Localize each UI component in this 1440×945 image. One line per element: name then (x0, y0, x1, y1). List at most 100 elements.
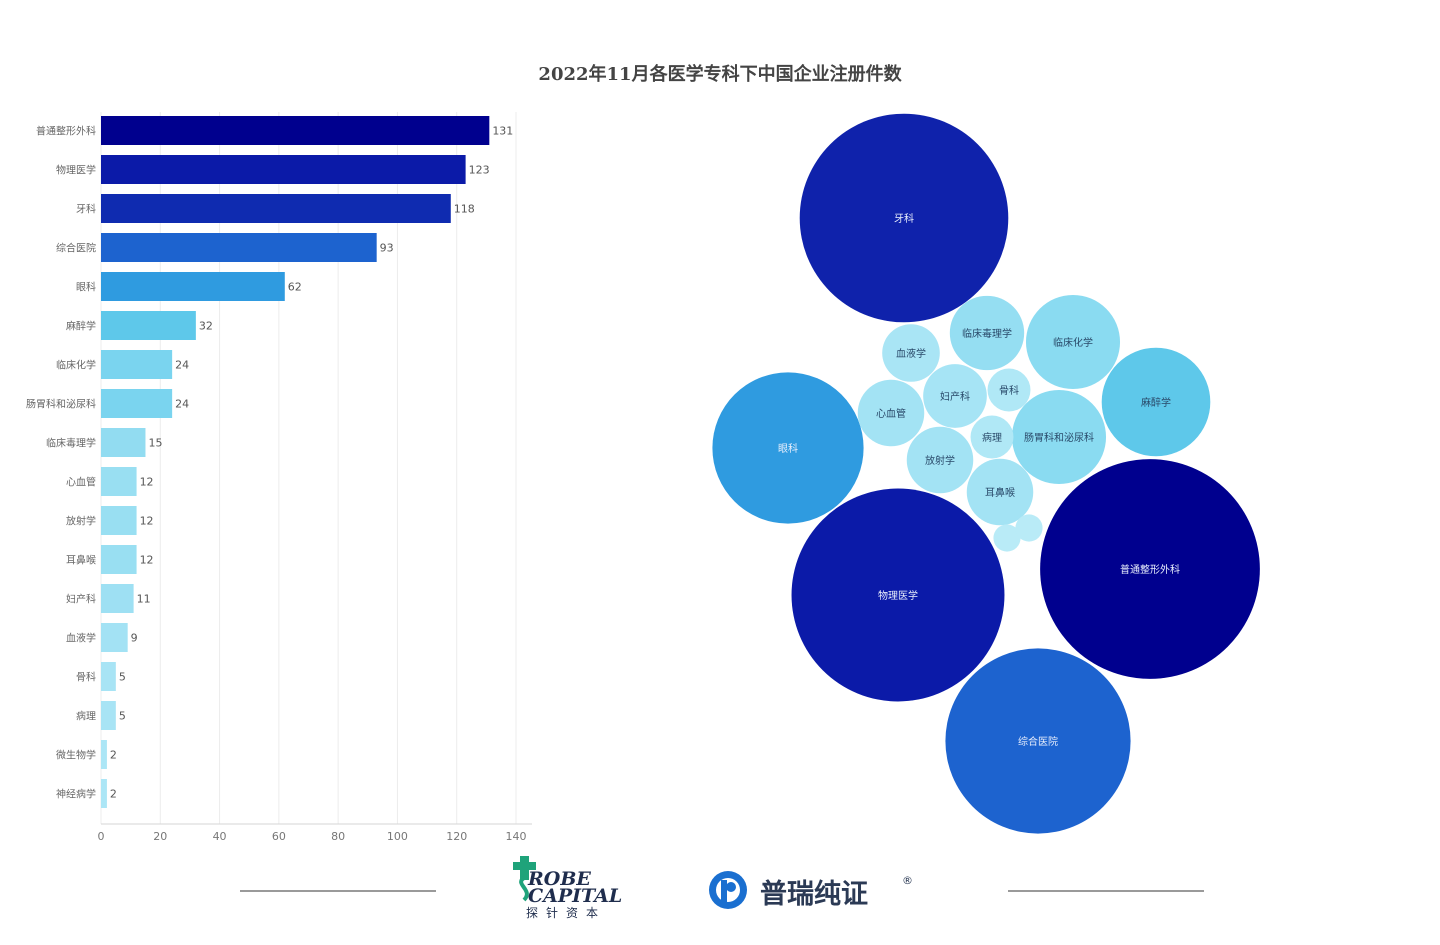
bubble (923, 364, 987, 428)
bar (101, 623, 128, 652)
value-label: 24 (175, 398, 189, 411)
bar (101, 701, 116, 730)
category-label: 骨科 (76, 671, 96, 684)
value-label: 131 (492, 125, 513, 138)
value-label: 118 (454, 203, 475, 216)
bar (101, 740, 107, 769)
category-label: 血液学 (66, 632, 96, 645)
bar (101, 350, 173, 379)
bubble (993, 524, 1021, 552)
bubble-label: 骨科 (999, 384, 1019, 397)
value-label: 5 (119, 710, 126, 723)
bubble (949, 295, 1025, 371)
value-label: 62 (288, 281, 302, 294)
value-label: 24 (175, 359, 189, 372)
bubble (1101, 347, 1211, 457)
bar (101, 545, 137, 574)
x-tick-label: 140 (506, 830, 527, 843)
bar (101, 311, 196, 340)
probe-logo-line1: ROBE (528, 868, 591, 890)
probe-logo-line2: CAPITAL (528, 885, 623, 907)
x-tick-label: 40 (213, 830, 227, 843)
bubble-label: 牙科 (894, 212, 914, 225)
bubble (799, 113, 1009, 323)
bubble-label: 眼科 (778, 442, 798, 455)
category-label: 耳鼻喉 (66, 554, 96, 567)
category-label: 眼科 (76, 281, 96, 294)
category-label: 妇产科 (66, 593, 96, 606)
bubble (712, 372, 864, 524)
category-label: 临床化学 (56, 359, 96, 372)
bar (101, 584, 134, 613)
bubble-label: 耳鼻喉 (985, 486, 1015, 499)
category-label: 微生物学 (56, 749, 96, 762)
category-label: 麻醉学 (66, 320, 96, 333)
bar (101, 506, 137, 535)
chart-title: 2022年11月各医学专科下中国企业注册件数 (538, 64, 902, 85)
x-tick-label: 120 (446, 830, 467, 843)
value-label: 5 (119, 671, 126, 684)
bubble (970, 415, 1014, 459)
value-label: 123 (469, 164, 490, 177)
bubble-label: 临床化学 (1053, 336, 1093, 349)
bubble-label: 妇产科 (940, 390, 970, 403)
bubble-label: 病理 (982, 431, 1002, 444)
bar (101, 389, 173, 418)
bar (101, 155, 466, 184)
category-label: 牙科 (76, 203, 96, 216)
bubble (1040, 459, 1260, 679)
prc-logo-name: 普瑞纯证 (760, 879, 868, 910)
bar (101, 428, 146, 457)
prc-p-icon (709, 871, 747, 909)
category-label: 放射学 (66, 515, 96, 528)
category-label: 临床毒理学 (46, 437, 96, 450)
category-label: 肠胃科和泌尿科 (26, 398, 96, 411)
bubble-label: 心血管 (876, 407, 906, 420)
probe-logo-chinese: 探针资本 (526, 906, 607, 920)
footer-divider-right (1008, 890, 1204, 892)
bubble (945, 648, 1131, 834)
bubble (987, 368, 1031, 412)
bubble-label: 综合医院 (1018, 735, 1058, 748)
x-tick-label: 20 (153, 830, 167, 843)
category-label: 心血管 (66, 476, 96, 489)
bar-chart: 0 20 40 60 80 100 120 140 普通整形外科 131 物理医学 123 牙科 118 综… (26, 112, 532, 843)
value-label: 93 (380, 242, 394, 255)
x-tick-label: 0 (98, 830, 105, 843)
bubble (1025, 294, 1121, 390)
value-label: 12 (140, 515, 154, 528)
bubble-label: 麻醉学 (1141, 396, 1171, 409)
bar (101, 662, 116, 691)
value-label: 9 (131, 632, 138, 645)
x-tick-label: 60 (272, 830, 286, 843)
value-label: 2 (110, 788, 117, 801)
bar (101, 272, 285, 301)
value-label: 15 (148, 437, 162, 450)
bubble-label: 临床毒理学 (962, 327, 1012, 340)
bubble (966, 458, 1034, 526)
bubble (857, 379, 925, 447)
bubble (1015, 514, 1043, 542)
bubble-label: 放射学 (925, 454, 955, 467)
bar (101, 194, 451, 223)
bubble (882, 324, 940, 382)
value-label: 12 (140, 476, 154, 489)
bar (101, 116, 490, 145)
value-label: 12 (140, 554, 154, 567)
bubble-label: 肠胃科和泌尿科 (1024, 431, 1094, 444)
bar (101, 467, 137, 496)
probe-capital-logo: ROBE CAPITAL 探针资本 (512, 854, 622, 924)
probe-cross-icon (513, 856, 536, 902)
bubble-label: 血液学 (896, 347, 926, 360)
bar (101, 779, 107, 808)
footer-divider-left (240, 890, 436, 892)
value-label: 32 (199, 320, 213, 333)
category-label: 普通整形外科 (36, 125, 96, 138)
bubble (906, 426, 974, 494)
bubble-label: 普通整形外科 (1120, 563, 1180, 576)
x-tick-label: 80 (331, 830, 345, 843)
category-label: 物理医学 (56, 164, 96, 177)
x-tick-label: 100 (387, 830, 408, 843)
value-label: 2 (110, 749, 117, 762)
